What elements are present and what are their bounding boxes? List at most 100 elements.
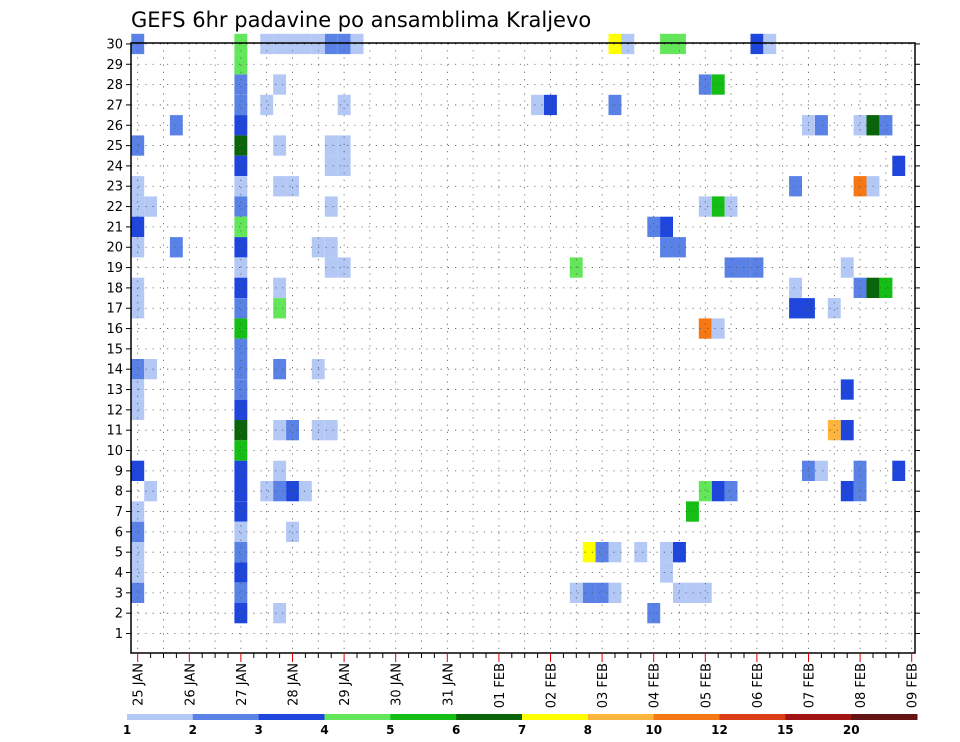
precip-cell xyxy=(673,542,686,563)
precip-cell xyxy=(234,74,248,95)
precip-cell xyxy=(324,257,338,278)
precip-cell xyxy=(686,501,699,522)
x-tick-label: 25 JAN xyxy=(132,663,147,706)
y-tick-label: 4 xyxy=(115,566,123,581)
precip-cell xyxy=(144,481,158,502)
y-tick-label: 20 xyxy=(106,241,123,256)
precip-cell xyxy=(298,481,312,502)
precip-cell xyxy=(234,176,248,197)
precip-cell xyxy=(711,318,725,339)
precip-cell xyxy=(350,33,364,55)
scale-swatch xyxy=(258,714,325,720)
precip-cell xyxy=(827,298,841,319)
precip-cell xyxy=(531,94,544,116)
precip-cell xyxy=(131,196,145,217)
scale-label: 3 xyxy=(255,723,263,737)
y-tick-label: 7 xyxy=(115,505,123,520)
precip-cell xyxy=(144,359,158,380)
scale-swatch xyxy=(127,714,194,720)
scale-swatch xyxy=(192,714,260,720)
precip-cell xyxy=(234,216,248,237)
y-tick-label: 24 xyxy=(106,159,123,174)
precip-cell xyxy=(298,33,312,55)
y-tick-label: 8 xyxy=(115,485,123,500)
precip-cell xyxy=(234,399,248,420)
scale-swatch xyxy=(785,714,852,720)
precip-cell xyxy=(673,237,686,258)
y-tick-label: 15 xyxy=(106,342,123,357)
precip-cell xyxy=(724,257,738,278)
precip-cell xyxy=(273,460,287,481)
x-tick-label: 07 FEB xyxy=(803,663,818,708)
precip-cell xyxy=(660,542,673,563)
x-tick-label: 02 FEB xyxy=(545,663,560,708)
scale-label: 2 xyxy=(189,723,197,737)
precip-cell xyxy=(286,481,299,502)
scale-swatch xyxy=(324,714,391,720)
precip-cell xyxy=(144,196,158,217)
x-tick-label: 28 JAN xyxy=(287,663,302,706)
precip-cell xyxy=(840,420,854,441)
precip-cell xyxy=(234,318,248,339)
precip-cell xyxy=(698,318,712,339)
scale-swatch xyxy=(456,714,523,720)
precip-cell xyxy=(169,237,183,258)
precip-cell xyxy=(131,359,145,380)
precip-cell xyxy=(286,420,299,441)
precip-cell xyxy=(131,176,145,197)
y-tick-label: 9 xyxy=(115,464,123,479)
precip-cell xyxy=(131,216,145,237)
precip-cell xyxy=(131,135,145,156)
precip-cell xyxy=(273,135,287,156)
precip-cell xyxy=(840,257,854,278)
precip-cell xyxy=(698,481,712,502)
precip-cell xyxy=(169,115,183,136)
precip-cell xyxy=(595,542,609,563)
precip-cell xyxy=(892,460,906,481)
precip-cell xyxy=(131,542,145,563)
precip-cell xyxy=(608,33,622,55)
precip-cell xyxy=(234,338,248,359)
x-tick-label: 31 JAN xyxy=(441,663,456,706)
y-tick-label: 18 xyxy=(106,281,123,296)
x-tick-label: 09 FEB xyxy=(906,663,921,708)
precip-cell xyxy=(260,481,274,502)
scale-swatch xyxy=(653,714,720,720)
plot-frame xyxy=(130,42,916,654)
precip-cell xyxy=(892,155,906,176)
y-tick-label: 14 xyxy=(106,363,123,378)
precip-cell xyxy=(234,542,248,563)
precip-cell xyxy=(698,582,712,603)
y-tick-label: 2 xyxy=(115,607,123,622)
precip-cell xyxy=(763,33,777,55)
precip-cell xyxy=(337,257,351,278)
precip-cell xyxy=(273,298,287,319)
grid-layer xyxy=(131,43,915,653)
y-tick-label: 11 xyxy=(106,424,123,439)
precip-cell xyxy=(750,257,764,278)
precip-cell xyxy=(234,460,248,481)
precip-cell xyxy=(273,33,287,55)
y-axis: 1234567891011121314151617181920212223242… xyxy=(106,37,920,642)
y-tick-label: 13 xyxy=(106,383,123,398)
precip-cell xyxy=(789,298,802,319)
precip-cell xyxy=(324,237,338,258)
precip-cell xyxy=(234,115,248,136)
precip-cell xyxy=(634,542,648,563)
precip-cell xyxy=(582,582,596,603)
y-tick-label: 19 xyxy=(106,261,123,276)
scale-label: 8 xyxy=(584,723,592,737)
precip-cell xyxy=(544,94,557,116)
scale-label: 7 xyxy=(518,723,526,737)
precip-cell xyxy=(724,196,738,217)
scale-label: 15 xyxy=(777,723,794,737)
y-tick-label: 12 xyxy=(106,403,123,418)
x-tick-label: 08 FEB xyxy=(854,663,869,708)
precip-cell xyxy=(324,135,338,156)
precip-cell xyxy=(647,603,661,624)
precip-cell xyxy=(273,74,287,95)
precip-cell xyxy=(234,94,248,116)
scale-label: 4 xyxy=(320,723,328,737)
y-tick-label: 30 xyxy=(106,37,123,52)
precip-cell xyxy=(234,481,248,502)
